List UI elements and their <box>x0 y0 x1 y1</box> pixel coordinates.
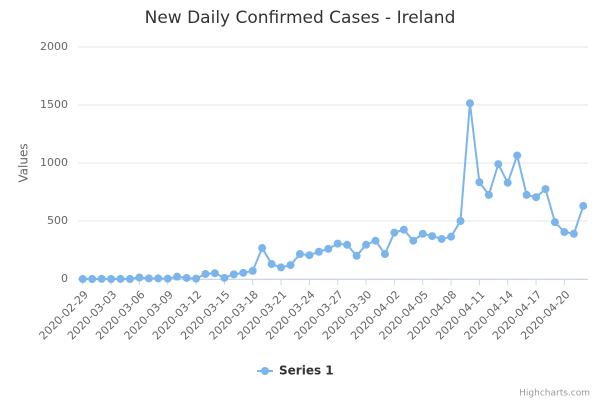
point-marker <box>352 251 361 260</box>
point-marker <box>428 232 437 241</box>
point-marker <box>541 185 550 194</box>
point-marker <box>456 217 465 225</box>
point-marker <box>333 239 342 248</box>
point-marker <box>239 268 248 277</box>
point-marker <box>532 193 541 202</box>
point-marker <box>362 240 371 249</box>
point-marker <box>201 270 210 279</box>
point-marker <box>343 240 352 249</box>
point-marker <box>409 236 418 245</box>
point-marker <box>267 260 276 269</box>
point-marker <box>286 261 295 270</box>
point-marker <box>447 232 456 241</box>
point-marker <box>314 247 323 256</box>
point-marker <box>135 273 144 282</box>
point-marker <box>248 266 257 275</box>
point-marker <box>522 190 531 199</box>
y-tick-label: 1000 <box>40 156 68 169</box>
point-marker <box>484 190 493 199</box>
point-marker <box>465 99 474 108</box>
point-marker <box>154 274 163 283</box>
point-marker <box>295 250 304 259</box>
point-marker <box>475 178 484 187</box>
point-marker <box>494 160 503 169</box>
point-marker <box>513 151 522 160</box>
point-marker <box>258 244 267 253</box>
point-marker <box>560 228 569 237</box>
point-marker <box>88 275 97 283</box>
point-marker <box>192 274 201 283</box>
y-tick-label: 0 <box>61 272 68 285</box>
legend-symbol <box>261 367 269 375</box>
credits: Highcharts.com <box>519 389 590 399</box>
point-marker <box>107 275 116 283</box>
legend-label: Series 1 <box>279 364 334 378</box>
y-axis-title: Values <box>17 143 31 182</box>
y-tick-label: 2000 <box>40 40 68 53</box>
point-marker <box>380 250 389 259</box>
point-marker <box>220 273 229 282</box>
point-marker <box>116 274 125 283</box>
point-marker <box>182 273 191 282</box>
point-marker <box>399 225 408 234</box>
point-marker <box>163 274 172 283</box>
point-marker <box>579 201 588 210</box>
point-marker <box>78 275 87 283</box>
point-marker <box>569 229 578 238</box>
point-marker <box>550 218 559 227</box>
point-marker <box>210 269 219 278</box>
point-marker <box>125 275 134 283</box>
point-marker <box>371 236 380 245</box>
point-marker <box>437 234 446 243</box>
point-marker <box>390 228 399 237</box>
point-marker <box>305 251 314 260</box>
point-marker <box>144 274 153 283</box>
point-marker <box>503 178 512 187</box>
point-marker <box>324 244 333 253</box>
chart-title: New Daily Confirmed Cases - Ireland <box>145 8 456 28</box>
point-marker <box>97 274 106 283</box>
point-marker <box>173 272 182 281</box>
y-tick-label: 500 <box>47 214 68 227</box>
point-marker <box>277 263 286 272</box>
point-marker <box>229 270 238 279</box>
point-marker <box>418 229 427 238</box>
y-tick-label: 1500 <box>40 98 68 111</box>
